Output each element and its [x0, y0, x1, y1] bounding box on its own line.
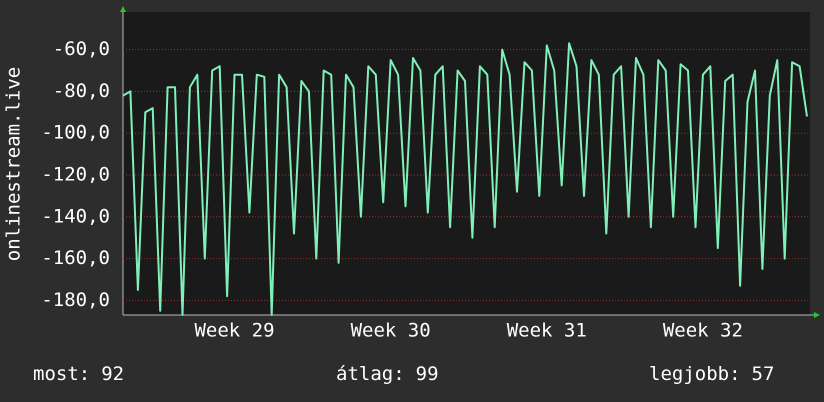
y-tick-label: -80,0 [53, 80, 110, 102]
stat: most: 92 [33, 363, 124, 385]
stat-value: 99 [416, 363, 439, 385]
stat-label: átlag: [336, 363, 405, 385]
stat-value: 92 [101, 363, 124, 385]
stat-label: most: [33, 363, 90, 385]
stat-label: legjobb: [649, 363, 741, 385]
stat: átlag: 99 [336, 363, 439, 385]
plot-area [123, 12, 810, 315]
y-tick-label: -160,0 [41, 247, 110, 269]
x-tick-label: Week 32 [663, 320, 743, 342]
y-tick-label: -60,0 [53, 38, 110, 60]
x-tick-label: Week 29 [194, 320, 274, 342]
y-axis-label: onlinestream.live [3, 67, 25, 261]
x-tick-label: Week 31 [507, 320, 587, 342]
x-tick-label: Week 30 [351, 320, 431, 342]
y-tick-label: -180,0 [41, 289, 110, 311]
y-tick-label: -140,0 [41, 205, 110, 227]
stat-value: 57 [752, 363, 775, 385]
x-arrow [814, 312, 820, 318]
series-line [122, 42, 808, 316]
stat: legjobb: 57 [649, 363, 774, 385]
y-arrow [120, 6, 126, 12]
y-tick-label: -100,0 [41, 122, 110, 144]
y-tick-label: -120,0 [41, 163, 110, 185]
